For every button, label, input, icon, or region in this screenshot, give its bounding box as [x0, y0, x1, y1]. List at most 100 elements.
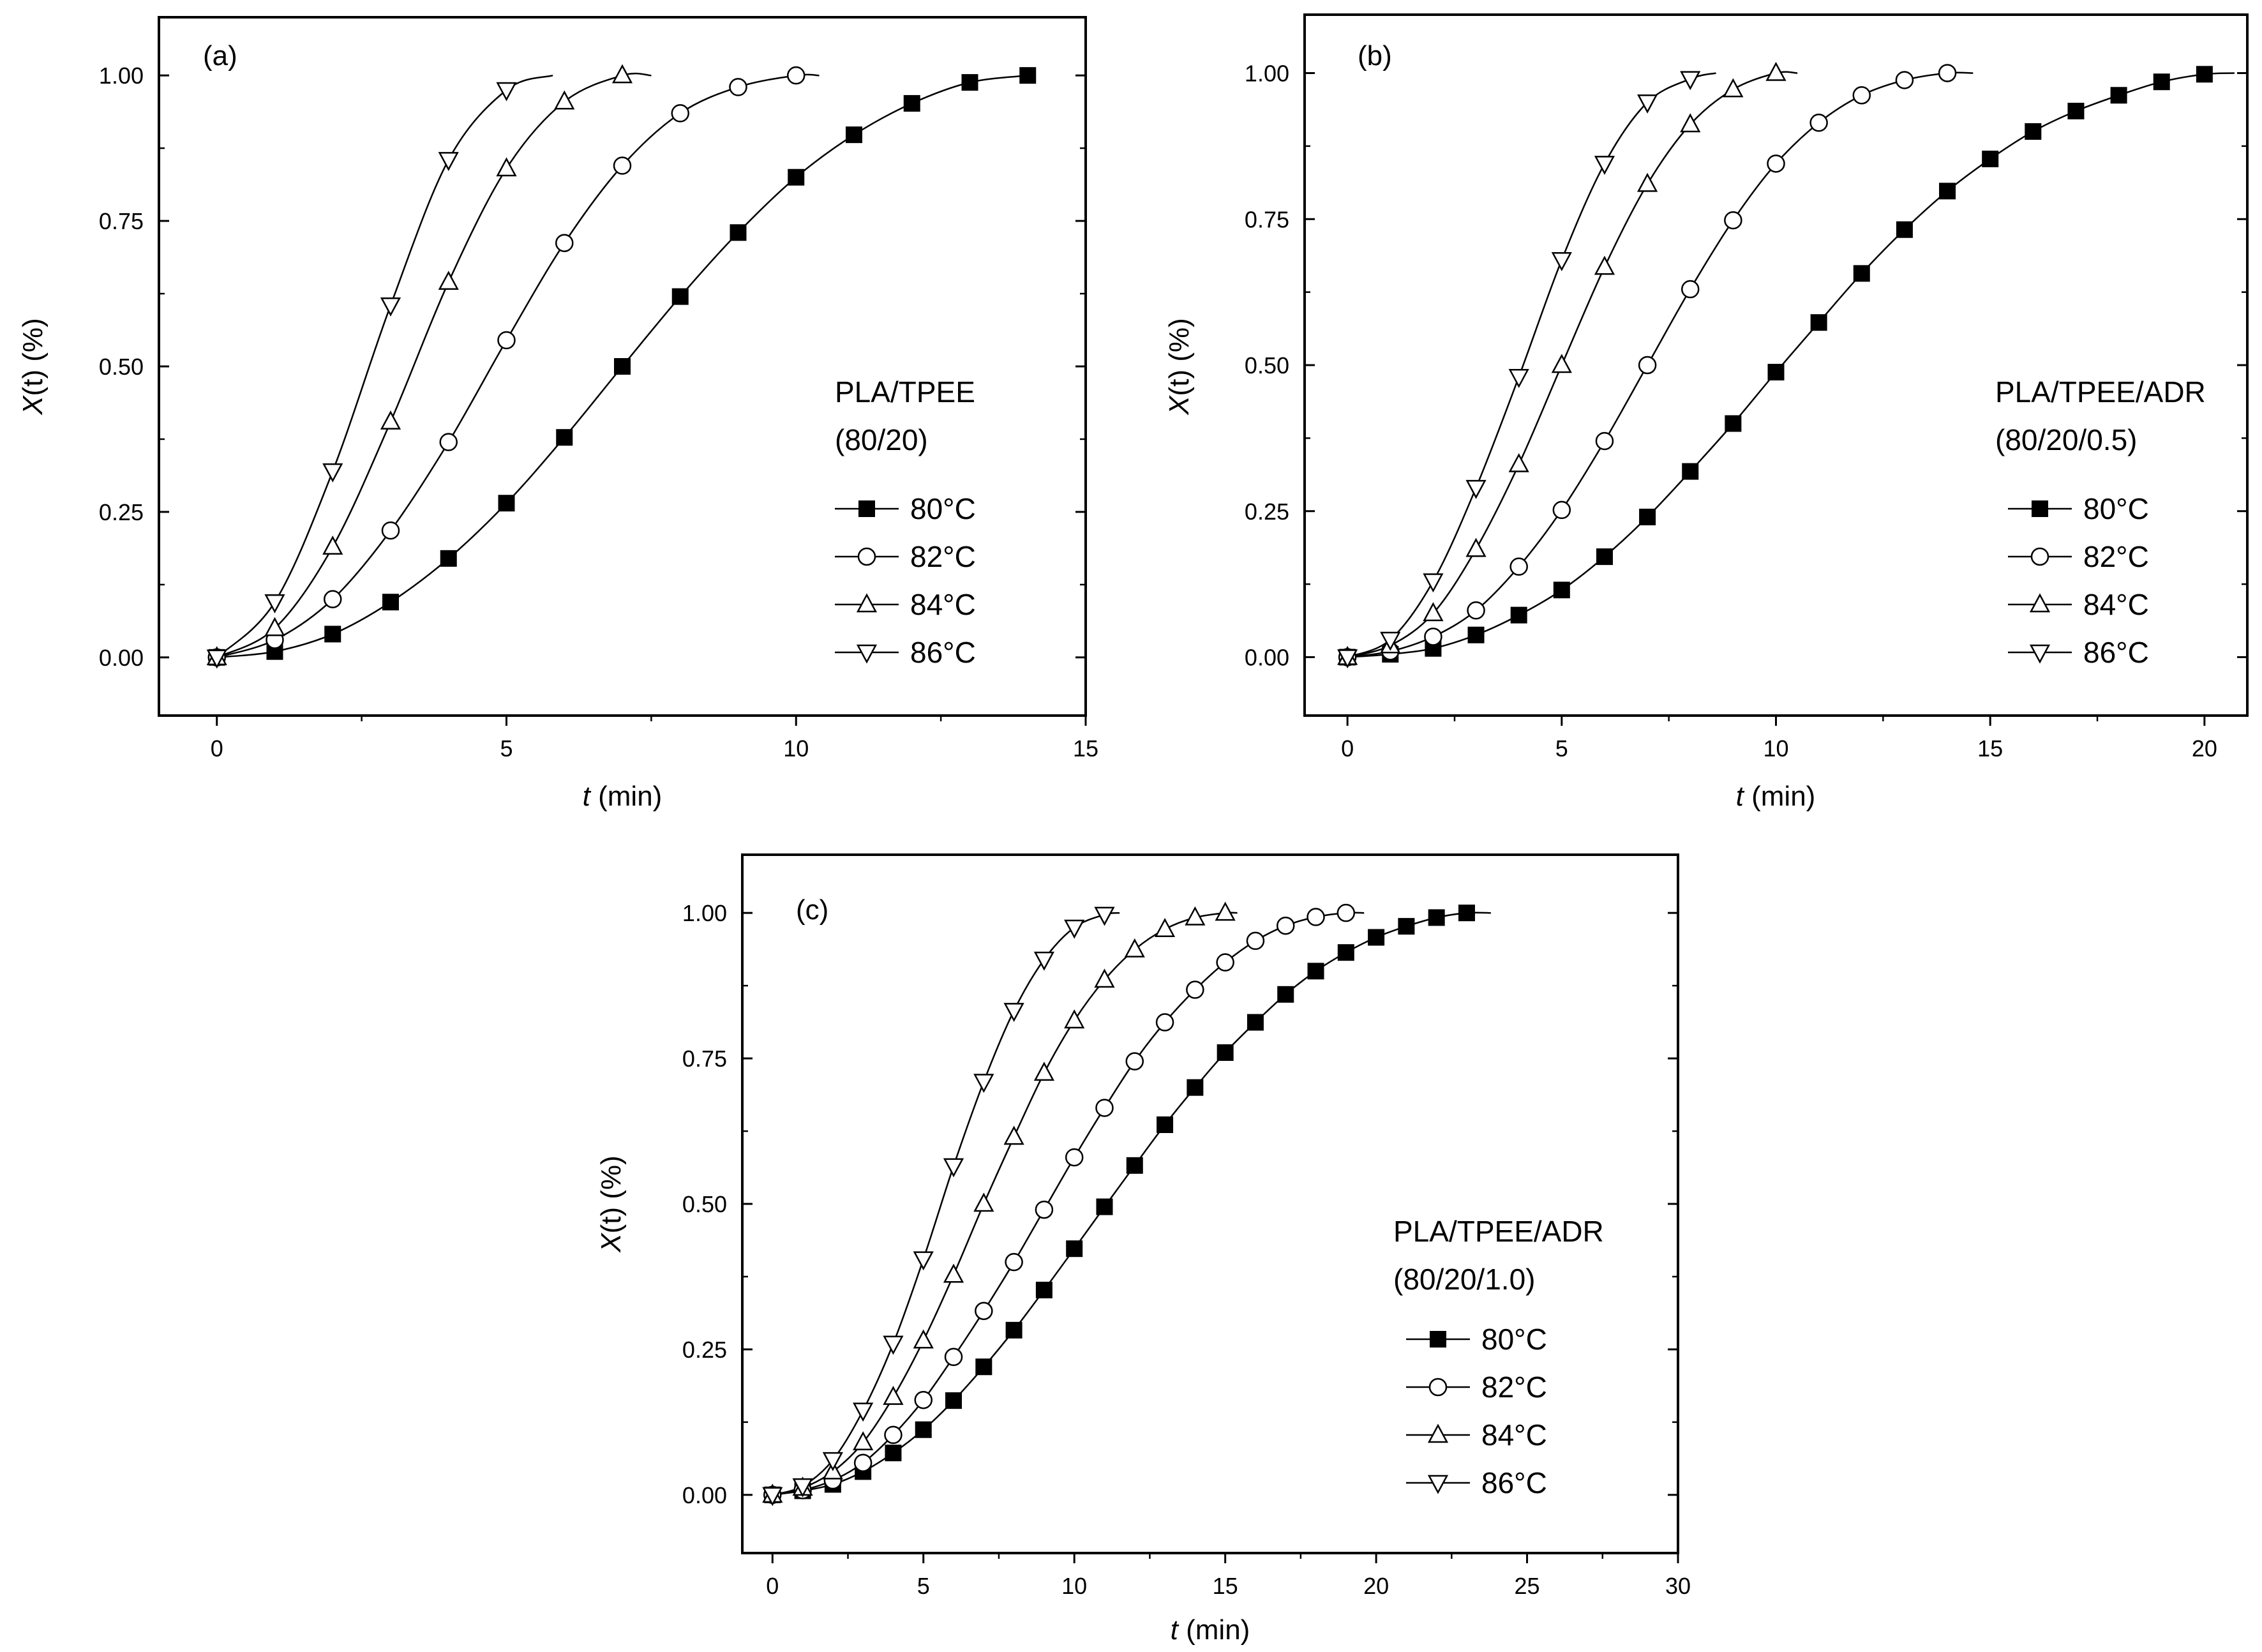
data-point-86 [496, 82, 517, 101]
x-axis-ticks: 0 5 10 15 20 25 30 [766, 1553, 1691, 1599]
data-point-82 [975, 1302, 993, 1320]
data-point-84 [1508, 453, 1529, 472]
data-point-86 [883, 1335, 904, 1355]
data-point-80 [1217, 1044, 1234, 1061]
legend-label-82: 82°C [1481, 1370, 1547, 1404]
data-point-82 [381, 521, 400, 540]
data-point-86 [1094, 906, 1115, 926]
data-point-84 [973, 1192, 994, 1212]
data-point-82 [1246, 931, 1265, 950]
data-point-80 [945, 1392, 962, 1409]
y-tick-label: 0.50 [682, 1191, 727, 1217]
data-point-82 [1552, 500, 1571, 520]
series-line-84 [216, 72, 652, 658]
x-tick-label: 10 [1763, 735, 1788, 762]
data-point-84 [1594, 255, 1615, 275]
sample-name-line1: PLA/TPEE/ADR [1393, 1215, 1604, 1248]
data-point-80 [382, 594, 399, 611]
data-point-80 [1307, 963, 1324, 980]
data-point-80 [788, 169, 805, 186]
y-axis-title: X(t) (%) [17, 318, 49, 416]
data-point-82 [1509, 557, 1528, 576]
data-point-80 [1428, 909, 1445, 926]
data-point-84 [1465, 537, 1487, 557]
x-tick-label: 10 [783, 735, 809, 762]
data-point-84 [1723, 78, 1744, 98]
data-point-80 [1247, 1014, 1264, 1031]
series-layer [762, 901, 1491, 1506]
data-point-80 [1019, 67, 1037, 84]
data-point-80 [1939, 183, 1956, 200]
data-point-86 [1465, 479, 1487, 499]
data-point-80 [1982, 151, 1999, 168]
data-point-80 [1458, 905, 1475, 922]
data-point-80 [2025, 123, 2042, 140]
legend-label-86: 86°C [2083, 636, 2149, 669]
data-point-80 [1596, 548, 1613, 566]
legend-marker-80 [1430, 1331, 1446, 1348]
data-point-82 [1005, 1252, 1023, 1272]
data-point-82 [1276, 916, 1295, 935]
x-tick-label: 15 [1213, 1573, 1238, 1599]
y-axis-ticks: 0.00 0.25 0.50 0.75 1.00 [1245, 61, 2247, 671]
data-point-86 [438, 152, 459, 171]
data-point-80 [1639, 508, 1656, 525]
legend-marker-82 [1428, 1378, 1448, 1397]
data-point-82 [1467, 601, 1485, 620]
data-point-80 [324, 626, 341, 643]
data-point-82 [1424, 627, 1442, 646]
y-axis-title: X(t) (%) [1164, 318, 1195, 416]
data-point-80 [1398, 918, 1415, 935]
data-point-84 [1765, 61, 1786, 81]
y-tick-label: 0.75 [682, 1046, 727, 1072]
data-point-80 [2153, 73, 2170, 91]
data-point-84 [496, 157, 517, 177]
legend-label-80: 80°C [910, 492, 976, 525]
data-point-86 [1064, 919, 1085, 939]
x-tick-label: 20 [1363, 1573, 1389, 1599]
data-point-80 [614, 358, 631, 375]
data-point-80 [1066, 1240, 1083, 1258]
y-tick-label: 1.00 [1245, 61, 1289, 87]
data-point-82 [613, 156, 632, 175]
data-point-82 [944, 1348, 963, 1367]
data-point-86 [822, 1452, 843, 1471]
data-point-86 [1033, 951, 1054, 971]
x-tick-label: 0 [1341, 735, 1354, 762]
data-point-82 [914, 1390, 933, 1409]
y-tick-label: 1.00 [682, 900, 727, 926]
data-point-84 [1637, 172, 1658, 192]
data-point-86 [1423, 573, 1444, 593]
legend-marker-86 [2029, 644, 2051, 664]
data-point-82 [1186, 980, 1204, 999]
data-point-84 [554, 90, 575, 110]
x-tick-label: 5 [500, 735, 513, 762]
data-point-82 [1638, 356, 1657, 375]
data-point-82 [1852, 86, 1871, 105]
data-point-82 [853, 1453, 873, 1472]
legend-marker-86 [856, 644, 878, 664]
legend-marker-80 [858, 500, 875, 517]
x-tick-label: 25 [1515, 1573, 1540, 1599]
y-tick-label: 1.00 [99, 63, 144, 89]
panel-c: 0.00 0.25 0.50 0.75 1.00 0 5 10 15 20 25 30 (c) PL… [595, 853, 1691, 1646]
data-point-82 [324, 590, 342, 608]
panel-b: 0.00 0.25 0.50 0.75 1.00 0 5 10 15 20 (b) PLA/TP… [1164, 13, 2249, 812]
data-point-84 [1064, 1009, 1085, 1029]
y-tick-label: 0.25 [1245, 499, 1289, 525]
data-point-82 [729, 78, 747, 96]
data-point-86 [853, 1402, 874, 1422]
data-point-86 [973, 1074, 994, 1093]
y-tick-label: 0.50 [1245, 352, 1289, 379]
data-point-84 [1185, 906, 1206, 926]
data-point-84 [1033, 1062, 1054, 1081]
data-point-86 [762, 1487, 783, 1506]
series-layer [206, 64, 1037, 669]
sample-name-line1: PLA/TPEE [835, 375, 975, 409]
data-point-84 [1423, 602, 1444, 622]
data-point-80 [2067, 102, 2085, 119]
data-point-82 [1809, 114, 1828, 132]
data-point-82 [1595, 432, 1614, 451]
x-tick-label: 15 [1977, 735, 2003, 762]
y-tick-label: 0.00 [1245, 645, 1289, 671]
